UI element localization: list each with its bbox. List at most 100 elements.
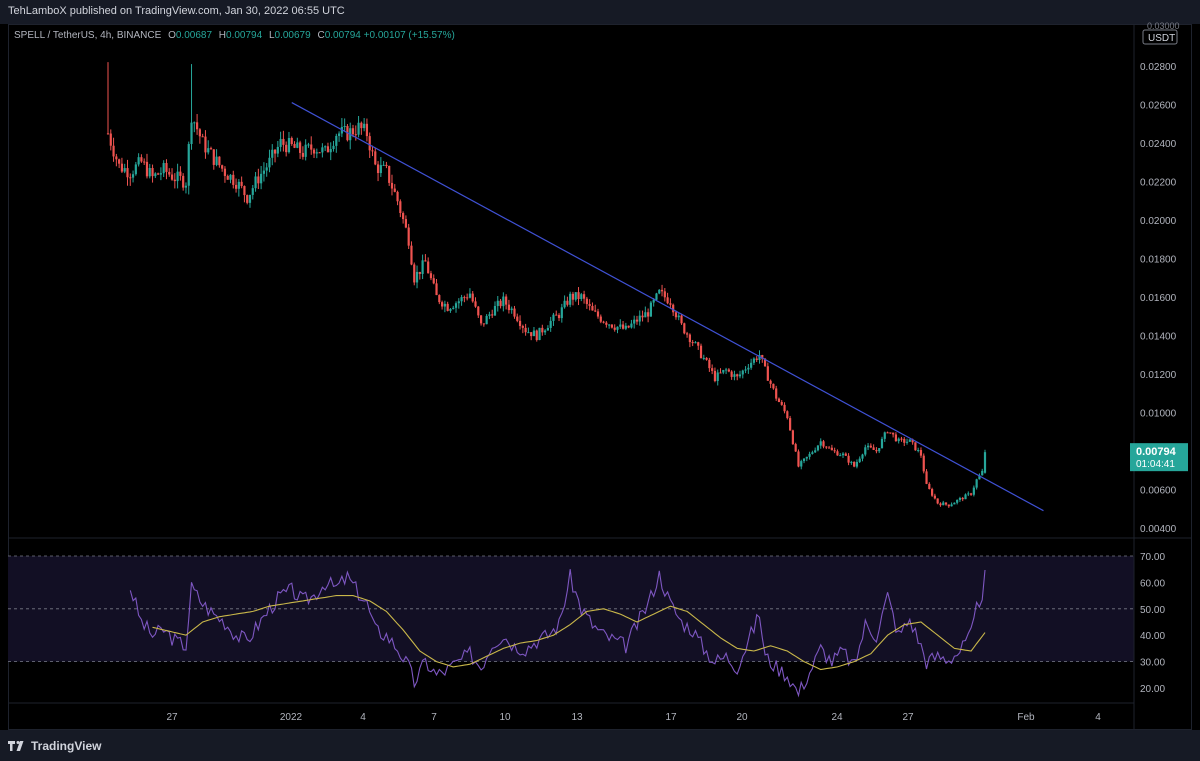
candle: [599, 314, 602, 324]
candle: [435, 279, 438, 296]
candle-body: [148, 168, 151, 177]
price-tick-label: 0.02800: [1140, 62, 1177, 73]
time-tick-label: 2022: [280, 712, 303, 723]
candle-body: [658, 289, 661, 294]
candle-body: [402, 213, 405, 220]
candle-body: [972, 487, 975, 495]
candle-body: [424, 260, 427, 262]
candle-body: [429, 273, 433, 279]
rsi-tick-label: 50.00: [1140, 605, 1165, 616]
candle: [644, 306, 647, 318]
currency-label[interactable]: 0.03000 USDT: [1142, 21, 1180, 45]
candle: [919, 447, 923, 458]
candle-body: [337, 133, 341, 136]
candle-body: [449, 308, 452, 311]
candle-body: [956, 499, 959, 503]
candle: [126, 159, 129, 186]
candle-body: [908, 439, 911, 442]
candle-body: [975, 479, 978, 488]
candle: [869, 443, 872, 449]
candle-body: [894, 434, 898, 442]
candle-body: [761, 355, 764, 359]
tradingview-brand[interactable]: TradingView: [8, 739, 101, 753]
candle-body: [477, 306, 480, 316]
candle-body: [290, 138, 293, 145]
candle: [708, 357, 711, 372]
candle-body: [123, 168, 126, 172]
candle-body: [577, 292, 580, 299]
candle-body: [371, 150, 374, 152]
candle-body: [830, 447, 833, 451]
candle-body: [538, 327, 541, 341]
candle-body: [385, 164, 388, 166]
candle-body: [730, 371, 733, 377]
candle-body: [900, 438, 903, 440]
candle: [827, 445, 831, 449]
candle-body: [226, 175, 229, 180]
candle-body: [608, 324, 611, 326]
price-tick-label: 0.02400: [1140, 139, 1177, 150]
candle: [619, 319, 622, 329]
candle: [571, 291, 575, 306]
candle-body: [839, 455, 842, 457]
candle: [198, 128, 201, 144]
candle: [705, 357, 708, 361]
candle-body: [154, 173, 157, 177]
candle: [969, 492, 973, 496]
candle-body: [360, 122, 363, 129]
candle: [215, 149, 218, 167]
candle-body: [766, 366, 769, 381]
candle: [363, 118, 366, 132]
candle: [115, 153, 118, 167]
candle: [555, 310, 558, 316]
candle: [685, 331, 689, 338]
candle: [243, 185, 246, 203]
rsi-axis[interactable]: 20.00 30.00 40.00 50.00 60.00 70.00: [1140, 552, 1165, 695]
candle: [382, 161, 385, 166]
candle: [658, 289, 661, 295]
candle-body: [530, 332, 533, 337]
candle-body: [532, 330, 536, 337]
candle: [680, 313, 683, 325]
candle-body: [630, 323, 633, 328]
candle: [268, 149, 271, 173]
candle: [566, 296, 569, 307]
candle: [209, 146, 213, 150]
price-axis[interactable]: 0.004000.006000.008000.010000.012000.014…: [8, 24, 1192, 730]
time-axis[interactable]: 27 2022 4 7 10 13 17 20 24 27 Feb 4: [8, 702, 1134, 723]
candle-body: [510, 308, 513, 311]
candle: [713, 367, 717, 383]
candle-body: [866, 445, 870, 448]
price-tick-label: 0.01000: [1140, 409, 1177, 420]
candle-body: [588, 304, 591, 306]
candle-body: [201, 136, 204, 138]
candle-body: [502, 296, 505, 307]
candle-body: [672, 304, 675, 313]
time-tick-label: 10: [499, 712, 511, 723]
candle: [118, 158, 121, 169]
candle: [794, 442, 797, 452]
candle-body: [237, 181, 240, 189]
candle: [223, 166, 227, 183]
candle-body: [296, 142, 299, 148]
candle: [641, 310, 644, 322]
candle: [722, 369, 725, 375]
trend-line[interactable]: [291, 102, 1044, 512]
candle: [374, 147, 377, 166]
candle: [730, 370, 733, 380]
candle-body: [382, 164, 385, 166]
candle-body: [285, 144, 288, 153]
candle: [886, 431, 889, 434]
candle-body: [115, 156, 118, 160]
candle: [872, 444, 875, 451]
time-tick-label: 27: [902, 712, 914, 723]
candle: [972, 485, 975, 497]
candle: [145, 153, 149, 179]
candle-body: [967, 493, 970, 495]
candle-body: [841, 453, 845, 456]
candle-body: [911, 439, 914, 443]
candle-body: [357, 122, 360, 135]
currency-badge: [1142, 29, 1178, 45]
price-tick-label: 0.02600: [1140, 101, 1177, 112]
